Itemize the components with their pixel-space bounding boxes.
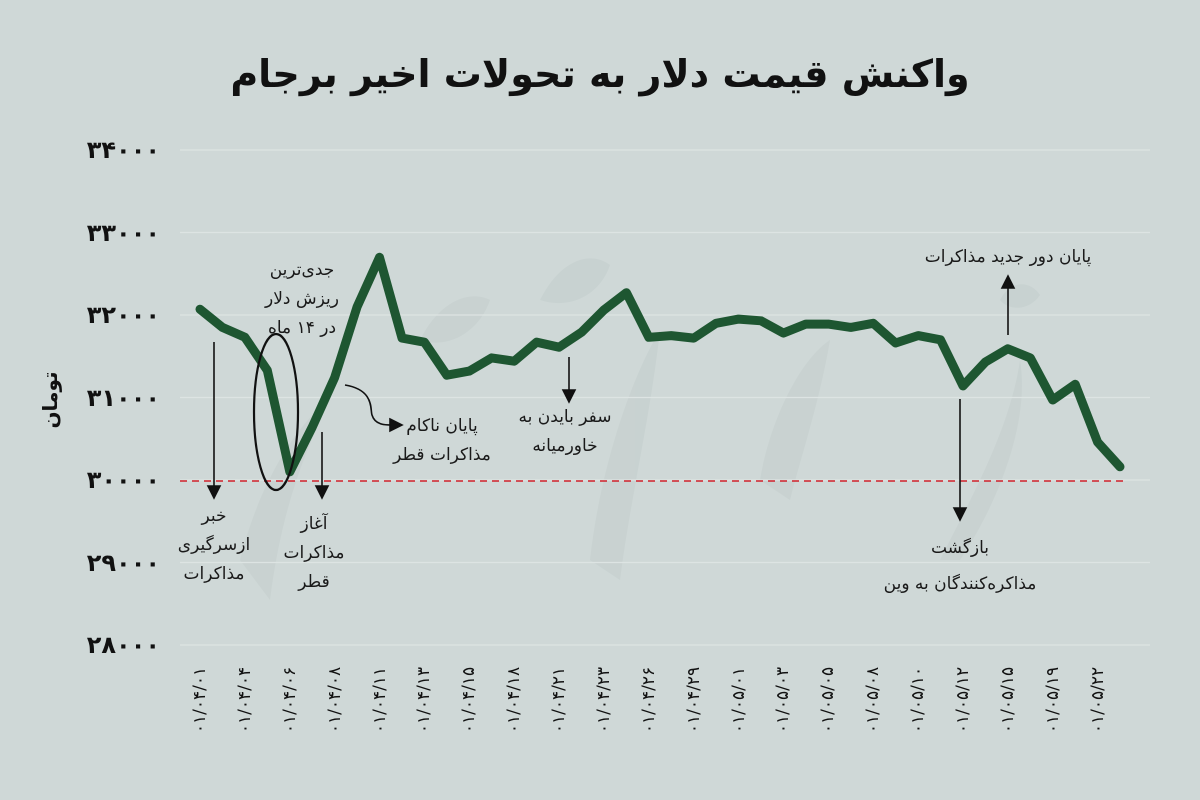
- x-tick-label: ۰۱/۰۴/۲۱: [549, 666, 570, 734]
- drop-highlight-ellipse: [252, 332, 300, 492]
- x-tick-label: ۰۱/۰۴/۲۳: [593, 666, 614, 734]
- x-tick-label: ۰۱/۰۴/۰۱: [190, 666, 210, 734]
- annotation-news-resume: خبر ازسرگیری مذاکرات: [177, 506, 251, 584]
- x-tick-label: ۰۱/۰۴/۱۸: [504, 666, 525, 734]
- x-tick-label: ۰۱/۰۴/۱۱: [369, 666, 390, 734]
- annotation-round-end: پایان دور جدید مذاکرات: [924, 247, 1092, 267]
- x-tick-label: ۰۱/۰۵/۰۳: [773, 666, 794, 734]
- y-tick-label: ۲۹۰۰۰: [86, 548, 160, 577]
- x-tick-label: ۰۱/۰۴/۱۵: [459, 666, 480, 734]
- y-tick-label: ۳۳۰۰۰: [86, 218, 160, 247]
- y-tick-label: ۳۴۰۰۰: [86, 136, 160, 164]
- y-tick-label: ۲۸۰۰۰: [86, 631, 160, 659]
- x-tick-label: ۰۱/۰۵/۱۲: [952, 666, 973, 734]
- annotation-biden-trip: سفر بایدن به خاورمیانه: [518, 407, 612, 456]
- gridlines: [180, 149, 1150, 646]
- annotation-biggest-drop: جدی‌ترین ریزش دلار در ۱۴ ماه: [265, 260, 339, 338]
- chart-title: واکنش قیمت دلار به تحولات اخیر برجام: [230, 52, 970, 96]
- price-line: [195, 252, 1125, 477]
- x-tick-label: ۰۱/۰۴/۲۹: [683, 666, 704, 734]
- x-tick-label: ۰۱/۰۴/۰۶: [279, 666, 300, 734]
- x-tick-label: ۰۱/۰۵/۱۰: [908, 666, 929, 734]
- y-tick-label: ۳۱۰۰۰: [86, 383, 160, 412]
- x-tick-label: ۰۱/۰۴/۱۳: [414, 666, 435, 734]
- y-tick-label: ۳۲۰۰۰: [86, 301, 160, 329]
- x-tick-label: ۰۱/۰۵/۰۱: [728, 666, 749, 734]
- x-tick-label: ۰۱/۰۴/۰۸: [324, 666, 345, 734]
- annotation-arrows: [206, 274, 1016, 522]
- x-tick-label: ۰۱/۰۴/۲۶: [638, 666, 659, 734]
- x-tick-label: ۰۱/۰۵/۰۸: [863, 666, 884, 734]
- x-tick-label: ۰۱/۰۵/۰۵: [818, 666, 839, 734]
- annotation-vienna-return: بازگشت مذاکره‌کنندگان به وین: [883, 538, 1037, 594]
- x-tick-label: ۰۱/۰۵/۱۵: [997, 666, 1018, 734]
- x-tick-label: ۰۱/۰۴/۰۴: [234, 666, 255, 734]
- watermark: [240, 258, 1040, 600]
- x-tick-label: ۰۱/۰۵/۱۹: [1042, 666, 1063, 734]
- y-tick-label: ۳۰۰۰۰: [86, 466, 160, 494]
- annotation-qatar-start: آغاز مذاکرات قطر: [283, 514, 345, 592]
- annotation-qatar-end: پایان ناکام مذاکرات قطر: [393, 416, 491, 465]
- x-tick-label: ۰۱/۰۵/۲۲: [1087, 666, 1108, 734]
